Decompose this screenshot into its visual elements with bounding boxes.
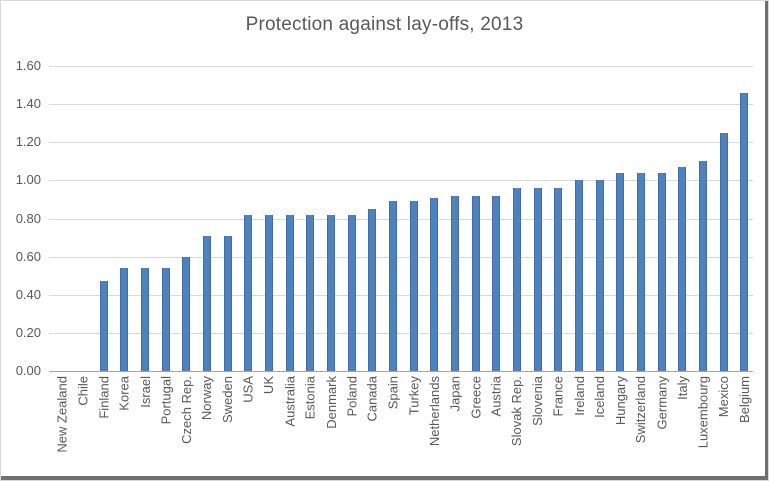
bar-germany xyxy=(658,173,666,371)
y-axis-label-0.20: 0.20 xyxy=(15,325,41,340)
gridline-1.40 xyxy=(49,104,753,105)
x-axis-line xyxy=(49,371,753,372)
bar-estonia xyxy=(306,215,314,371)
y-axis-label-0.40: 0.40 xyxy=(15,287,41,302)
x-axis-label-canada: Canada xyxy=(364,376,380,422)
x-axis-label-poland: Poland xyxy=(344,376,360,417)
bar-france xyxy=(554,188,562,371)
x-axis-label-finland: Finland xyxy=(96,376,112,419)
x-axis-label-ireland: Ireland xyxy=(571,376,587,416)
gridline-1.60 xyxy=(49,66,753,67)
bar-usa xyxy=(244,215,252,371)
bar-italy xyxy=(678,167,686,371)
bar-hungary xyxy=(616,173,624,371)
bar-netherlands xyxy=(430,198,438,371)
bar-denmark xyxy=(327,215,335,371)
bar-japan xyxy=(451,196,459,371)
x-axis-label-netherlands: Netherlands xyxy=(426,376,442,447)
y-axis-label-0.60: 0.60 xyxy=(15,249,41,264)
bar-mexico xyxy=(720,133,728,371)
gridline-0.40 xyxy=(49,295,753,296)
x-axis-label-mexico: Mexico xyxy=(716,376,732,418)
bar-czech-rep xyxy=(182,257,190,371)
x-axis-label-italy: Italy xyxy=(674,376,690,400)
chart-title: Protection against lay-offs, 2013 xyxy=(245,14,524,35)
x-axis-label-germany: Germany xyxy=(654,376,670,430)
x-axis-label-norway: Norway xyxy=(199,376,215,421)
y-axis-label-0.80: 0.80 xyxy=(15,211,41,226)
bar-israel xyxy=(141,268,149,371)
bar-uk xyxy=(265,215,273,371)
bar-iceland xyxy=(596,180,604,371)
bar-korea xyxy=(120,268,128,371)
y-axis-label-1.40: 1.40 xyxy=(15,96,41,111)
x-axis-label-uk: UK xyxy=(261,376,277,395)
x-axis-label-austria: Austria xyxy=(488,376,504,417)
bar-portugal xyxy=(162,268,170,371)
bar-slovak-rep xyxy=(513,188,521,371)
gridline-1.00 xyxy=(49,180,753,181)
x-axis-label-denmark: Denmark xyxy=(323,376,339,429)
x-axis-label-iceland: Iceland xyxy=(592,376,608,418)
x-axis-label-korea: Korea xyxy=(116,376,132,411)
y-axis-label-1.00: 1.00 xyxy=(15,172,41,187)
x-axis-label-greece: Greece xyxy=(468,376,484,419)
bar-canada xyxy=(368,209,376,371)
x-axis-label-spain: Spain xyxy=(385,376,401,410)
x-axis-label-turkey: Turkey xyxy=(406,376,422,416)
x-axis-label-slovenia: Slovenia xyxy=(530,376,546,426)
x-axis-label-hungary: Hungary xyxy=(612,376,628,426)
x-axis-label-estonia: Estonia xyxy=(302,376,318,420)
x-axis-label-slovak-rep: Slovak Rep. xyxy=(509,376,525,447)
gridline-0.20 xyxy=(49,333,753,334)
x-axis-label-usa: USA xyxy=(240,376,256,403)
gridline-0.80 xyxy=(49,219,753,220)
x-axis-label-new-zealand: New Zealand xyxy=(54,376,70,453)
bar-greece xyxy=(472,196,480,371)
gridline-1.20 xyxy=(49,142,753,143)
x-axis-label-france: France xyxy=(550,376,566,417)
x-axis-label-chile: Chile xyxy=(75,376,91,406)
x-axis-label-belgium: Belgium xyxy=(736,376,752,423)
x-axis-label-sweden: Sweden xyxy=(220,376,236,423)
bar-poland xyxy=(348,215,356,371)
y-axis-label-0.00: 0.00 xyxy=(15,363,41,378)
x-axis-label-luxembourg: Luxembourg xyxy=(695,376,711,449)
bar-austria xyxy=(492,196,500,371)
bar-belgium xyxy=(740,93,748,371)
x-axis-label-japan: Japan xyxy=(447,376,463,412)
bar-luxembourg xyxy=(699,161,707,371)
x-axis-label-portugal: Portugal xyxy=(158,376,174,425)
gridline-0.60 xyxy=(49,257,753,258)
bar-spain xyxy=(389,201,397,371)
bar-norway xyxy=(203,236,211,371)
x-axis-label-switzerland: Switzerland xyxy=(633,376,649,444)
bar-switzerland xyxy=(637,173,645,371)
bar-sweden xyxy=(224,236,232,371)
x-axis-label-israel: Israel xyxy=(137,376,153,408)
bar-finland xyxy=(100,281,108,371)
x-axis-label-czech-rep: Czech Rep. xyxy=(178,376,194,444)
x-axis-label-australia: Australia xyxy=(282,376,298,427)
y-axis-label-1.60: 1.60 xyxy=(15,58,41,73)
bar-slovenia xyxy=(534,188,542,371)
y-axis-label-1.20: 1.20 xyxy=(15,134,41,149)
bar-ireland xyxy=(575,180,583,371)
bar-australia xyxy=(286,215,294,371)
bar-turkey xyxy=(410,201,418,371)
